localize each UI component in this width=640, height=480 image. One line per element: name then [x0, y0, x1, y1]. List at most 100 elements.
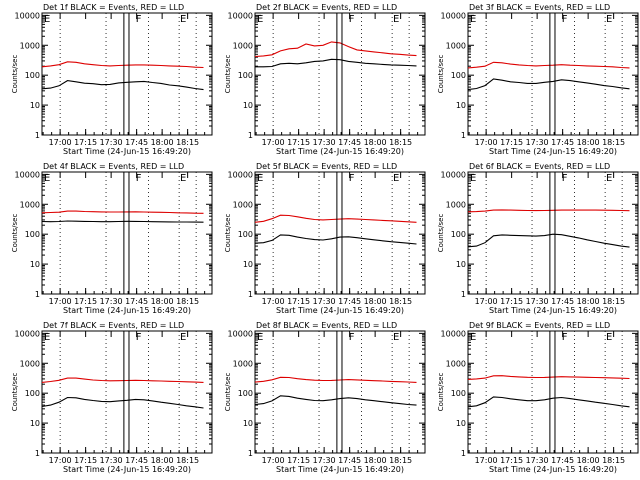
x-tick-label: 17:00 — [49, 456, 72, 465]
time-marker: E — [393, 14, 399, 25]
x-tick-label: 17:15 — [74, 456, 97, 465]
x-tick-label: 18:00 — [151, 138, 174, 147]
series-events — [41, 220, 204, 223]
x-tick-label: 17:15 — [500, 138, 523, 147]
x-tick-label: 17:15 — [74, 138, 97, 147]
x-tick-label: 17:45 — [338, 297, 361, 306]
time-marker: E — [44, 173, 50, 184]
x-tick-label: 17:30 — [526, 456, 549, 465]
x-axis-label: Start Time (24-Jun-15 16:49:20) — [276, 147, 404, 156]
time-marker: E — [44, 14, 50, 25]
series-lld — [41, 210, 204, 214]
interval-box — [336, 330, 343, 454]
series-events — [254, 395, 417, 406]
y-tick-label: 100 — [25, 230, 40, 239]
time-marker: E — [257, 173, 263, 184]
x-tick-label: 18:00 — [151, 456, 174, 465]
panel-title: Det 5f BLACK = Events, RED = LLD — [256, 162, 397, 171]
x-tick-label: 17:00 — [475, 297, 498, 306]
x-tick-label: 17:45 — [551, 297, 574, 306]
y-axis-label: Counts/sec — [224, 214, 232, 253]
x-tick-label: 18:15 — [602, 297, 625, 306]
x-tick-label: 17:30 — [100, 297, 123, 306]
time-marker: E — [44, 332, 50, 343]
time-marker: F — [136, 14, 142, 25]
panel-2: Det 2f BLACK = Events, RED = LLD 1 10 100 10… — [224, 3, 426, 156]
panel-title: Det 7f BLACK = Events, RED = LLD — [43, 321, 184, 330]
x-tick-label: 18:00 — [364, 456, 387, 465]
y-tick-label: 10000 — [15, 170, 40, 179]
y-tick-label: 10000 — [228, 11, 253, 20]
y-tick-label: 1 — [461, 449, 466, 458]
x-tick-label: 17:00 — [262, 456, 285, 465]
x-tick-label: 17:30 — [100, 138, 123, 147]
panel-6: Det 6f BLACK = Events, RED = LLD 1 10 100 10… — [437, 162, 639, 315]
y-tick-label: 100 — [238, 230, 253, 239]
y-tick-label: 1000 — [20, 41, 40, 50]
x-tick-label: 18:00 — [577, 456, 600, 465]
y-axis-label: Counts/sec — [11, 55, 19, 94]
time-marker: E — [180, 173, 186, 184]
x-tick-label: 17:15 — [287, 456, 310, 465]
interval-box — [549, 330, 556, 454]
x-tick-label: 17:30 — [313, 456, 336, 465]
time-marker: E — [470, 14, 476, 25]
y-tick-label: 10000 — [441, 170, 466, 179]
x-axis-label: Start Time (24-Jun-15 16:49:20) — [63, 147, 191, 156]
x-tick-label: 18:15 — [602, 138, 625, 147]
panel-title: Det 2f BLACK = Events, RED = LLD — [256, 3, 397, 12]
y-tick-label: 1 — [248, 290, 253, 299]
y-tick-label: 1000 — [233, 359, 253, 368]
panel-4: Det 4f BLACK = Events, RED = LLD 1 10 100 10… — [11, 162, 213, 315]
time-marker: E — [393, 173, 399, 184]
x-axis-label: Start Time (24-Jun-15 16:49:20) — [276, 465, 404, 474]
panel-title: Det 9f BLACK = Events, RED = LLD — [469, 321, 610, 330]
x-tick-label: 17:30 — [100, 456, 123, 465]
y-axis-label: Counts/sec — [437, 373, 445, 412]
y-tick-label: 10 — [30, 101, 40, 110]
series-events — [467, 396, 630, 408]
x-axis-label: Start Time (24-Jun-15 16:49:20) — [489, 465, 617, 474]
x-tick-label: 18:00 — [364, 138, 387, 147]
y-tick-label: 100 — [451, 71, 466, 80]
x-axis-label: Start Time (24-Jun-15 16:49:20) — [489, 306, 617, 315]
y-tick-label: 10000 — [228, 329, 253, 338]
y-tick-label: 10000 — [228, 170, 253, 179]
interval-box — [336, 12, 343, 136]
x-axis-label: Start Time (24-Jun-15 16:49:20) — [489, 147, 617, 156]
x-tick-label: 18:15 — [176, 138, 199, 147]
time-marker: F — [562, 14, 568, 25]
time-marker: F — [562, 332, 568, 343]
x-tick-label: 18:15 — [176, 297, 199, 306]
y-tick-label: 1000 — [233, 41, 253, 50]
time-marker: E — [257, 14, 263, 25]
x-tick-label: 17:00 — [49, 138, 72, 147]
panel-title: Det 8f BLACK = Events, RED = LLD — [256, 321, 397, 330]
series-lld — [467, 61, 630, 69]
interval-box — [336, 171, 343, 295]
x-tick-label: 17:00 — [49, 297, 72, 306]
x-tick-label: 17:45 — [125, 297, 148, 306]
x-tick-label: 17:15 — [500, 456, 523, 465]
time-marker: F — [349, 14, 355, 25]
y-axis-label: Counts/sec — [11, 214, 19, 253]
panel-7: Det 7f BLACK = Events, RED = LLD 1 10 100 10… — [11, 321, 213, 474]
x-tick-label: 17:45 — [551, 138, 574, 147]
y-tick-label: 10000 — [15, 329, 40, 338]
y-tick-label: 1000 — [20, 200, 40, 209]
series-events — [254, 234, 417, 245]
x-tick-label: 18:00 — [577, 297, 600, 306]
series-events — [41, 396, 204, 409]
y-tick-label: 10 — [243, 101, 253, 110]
time-marker: E — [257, 332, 263, 343]
x-tick-label: 17:15 — [287, 138, 310, 147]
y-tick-label: 1 — [35, 131, 40, 140]
series-lld — [254, 41, 417, 58]
interval-box — [123, 12, 130, 136]
y-tick-label: 1 — [248, 131, 253, 140]
panel-1: Det 1f BLACK = Events, RED = LLD 1 10 100 10… — [11, 3, 213, 156]
time-marker: E — [606, 14, 612, 25]
x-tick-label: 17:45 — [338, 456, 361, 465]
y-tick-label: 100 — [451, 230, 466, 239]
